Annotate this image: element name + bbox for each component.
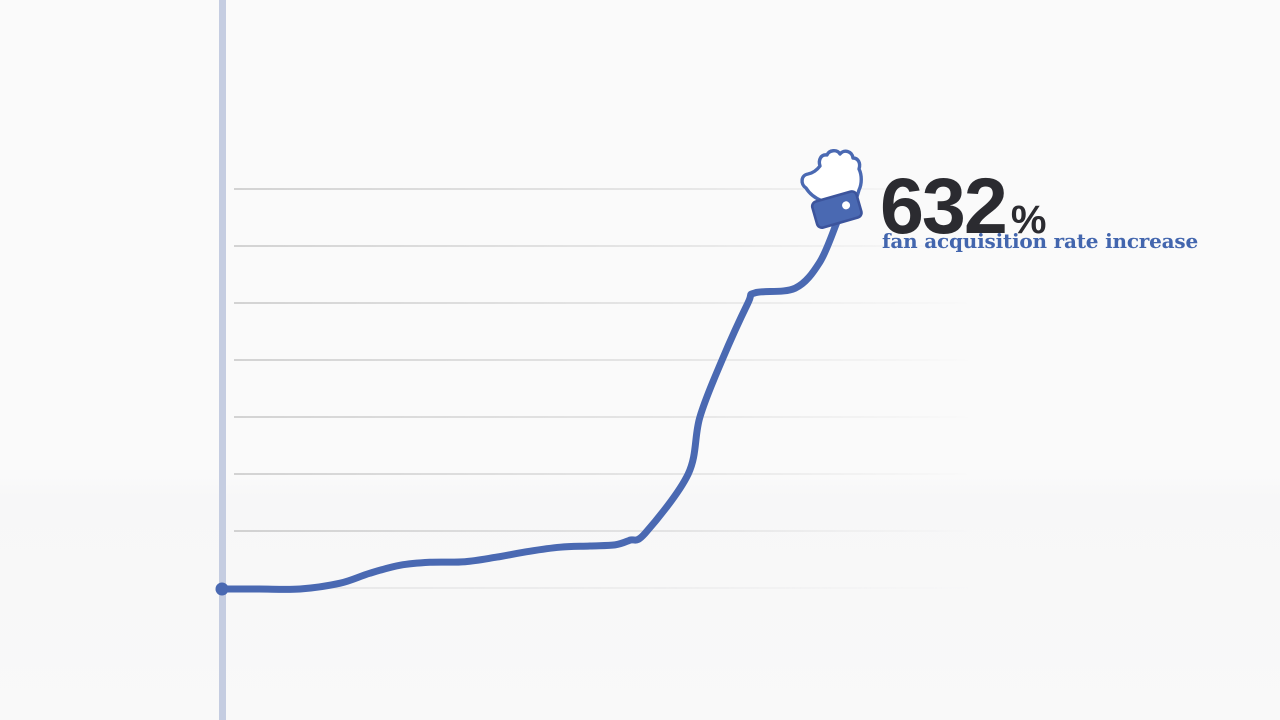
growth-line [218,218,841,593]
gridlines [234,188,975,589]
stat-label: fan acquisition rate increase [882,229,1199,253]
thumbs-up-like-icon [800,149,863,229]
thumb-hand-shape [800,149,863,203]
thumb-cuff-group [810,190,863,229]
cuff-button-dot [842,201,851,210]
stat-value: 632 [880,161,1008,250]
line-start-dot [215,582,229,596]
y-axis-line [219,0,226,720]
stat-callout: 632% fan acquisition rate increase [880,166,1220,266]
stat-number: 632% [880,166,1046,245]
thumb-cuff [810,190,863,229]
stat-unit: % [1010,198,1047,242]
